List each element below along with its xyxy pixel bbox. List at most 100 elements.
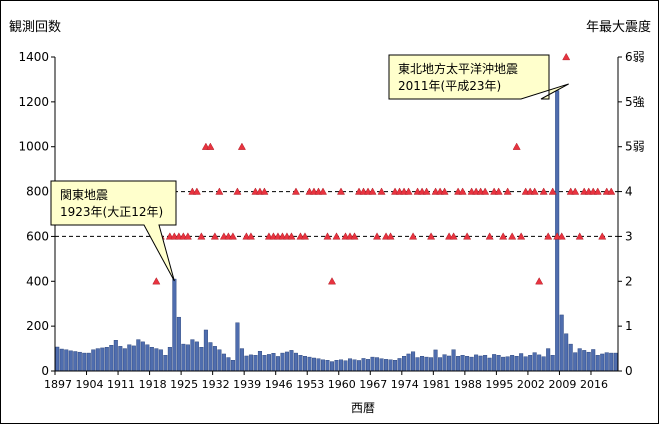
intensity-marker: [332, 232, 341, 240]
y-tick-label: 1400: [18, 50, 49, 64]
count-bar: [424, 356, 429, 372]
count-bar: [474, 354, 479, 372]
y2-tick-label: 4: [625, 185, 633, 199]
count-bar: [181, 343, 186, 372]
count-bar: [136, 339, 141, 372]
y2-tick-label: 1: [625, 319, 633, 333]
intensity-marker: [503, 187, 512, 195]
x-tick-label: 1967: [359, 378, 387, 391]
intensity-marker: [327, 277, 337, 285]
y-tick-label: 0: [41, 364, 49, 378]
count-bar: [275, 356, 280, 372]
count-bar: [460, 355, 465, 372]
count-bar: [519, 353, 524, 372]
intensity-marker: [152, 277, 161, 285]
count-bar: [131, 345, 136, 372]
y-tick-label: 1200: [18, 95, 49, 109]
intensity-marker: [548, 187, 557, 195]
intensity-marker: [575, 232, 584, 240]
count-bar: [348, 358, 353, 372]
count-bar: [357, 360, 362, 372]
count-bar: [613, 352, 618, 372]
count-bar: [429, 357, 434, 372]
count-bar: [320, 359, 325, 372]
count-bar: [329, 361, 334, 372]
x-tick-label: 1974: [391, 378, 419, 391]
count-bar: [514, 356, 519, 372]
count-bar: [212, 346, 217, 372]
intensity-marker: [197, 232, 206, 240]
count-bar: [109, 345, 114, 372]
count-bar: [298, 355, 303, 372]
intensity-marker: [183, 232, 192, 240]
count-bar: [316, 358, 321, 372]
count-bar: [451, 349, 456, 372]
x-tick-label: 2016: [580, 378, 608, 391]
count-bar: [510, 355, 515, 372]
count-bar: [77, 351, 82, 372]
intensity-marker: [336, 187, 346, 195]
count-bar: [158, 349, 163, 372]
count-bar: [402, 356, 407, 372]
callout-text: 東北地方太平洋沖地震: [398, 61, 518, 76]
count-bar: [600, 353, 605, 372]
x-tick-label: 1960: [328, 378, 356, 391]
count-bar: [176, 316, 181, 372]
y-tick-label: 200: [26, 319, 49, 333]
y2-tick-label: 5強: [625, 95, 645, 109]
x-tick-label: 1988: [454, 378, 482, 391]
y2-tick-label: 5弱: [625, 140, 645, 154]
y-tick-label: 1000: [18, 140, 49, 154]
count-bar: [361, 358, 366, 372]
count-bar: [478, 355, 483, 372]
x-tick-label: 2002: [517, 378, 545, 391]
count-bar: [68, 350, 73, 372]
count-bar: [537, 354, 542, 372]
count-bar: [203, 329, 208, 372]
intensity-marker: [192, 187, 201, 195]
y2-tick-label: 3: [625, 229, 633, 243]
count-bar: [433, 349, 438, 372]
count-bar: [397, 358, 402, 372]
intensity-marker: [535, 277, 544, 285]
y2-tick-label: 6弱: [625, 50, 645, 64]
count-bar: [595, 355, 600, 372]
intensity-marker: [206, 142, 215, 150]
count-bar: [582, 350, 587, 372]
count-bar: [55, 346, 60, 372]
intensity-marker: [440, 187, 449, 195]
count-bar: [172, 278, 177, 372]
count-bar: [145, 344, 150, 372]
x-tick-label: 2009: [548, 378, 576, 391]
count-bar: [239, 348, 244, 372]
count-bar: [185, 344, 190, 372]
callout-text: 2011年(平成23年): [398, 79, 501, 93]
count-bar: [167, 347, 172, 372]
count-bar: [411, 351, 416, 372]
intensity-marker: [404, 187, 413, 195]
intensity-marker: [368, 187, 377, 195]
y2-axis-title: 年最大震度: [586, 19, 651, 35]
count-bar: [122, 348, 127, 372]
x-tick-label: 1911: [107, 378, 135, 391]
count-bar: [442, 354, 447, 372]
callout-box: [50, 180, 177, 282]
count-bar: [586, 351, 591, 372]
x-tick-label: 1904: [76, 378, 104, 391]
count-bar: [235, 322, 240, 372]
intensity-marker: [287, 232, 296, 240]
x-tick-label: 1981: [422, 378, 450, 391]
count-bar: [244, 355, 249, 372]
count-bar: [289, 350, 294, 372]
count-bar: [302, 356, 307, 372]
intensity-marker: [350, 232, 359, 240]
count-bar: [262, 355, 267, 372]
count-bar: [496, 355, 501, 372]
count-bar: [140, 341, 145, 372]
count-bar: [208, 342, 213, 372]
intensity-marker: [517, 232, 526, 240]
intensity-marker: [237, 142, 246, 150]
intensity-marker: [544, 232, 553, 240]
intensity-marker: [215, 187, 224, 195]
intensity-marker: [291, 187, 300, 195]
